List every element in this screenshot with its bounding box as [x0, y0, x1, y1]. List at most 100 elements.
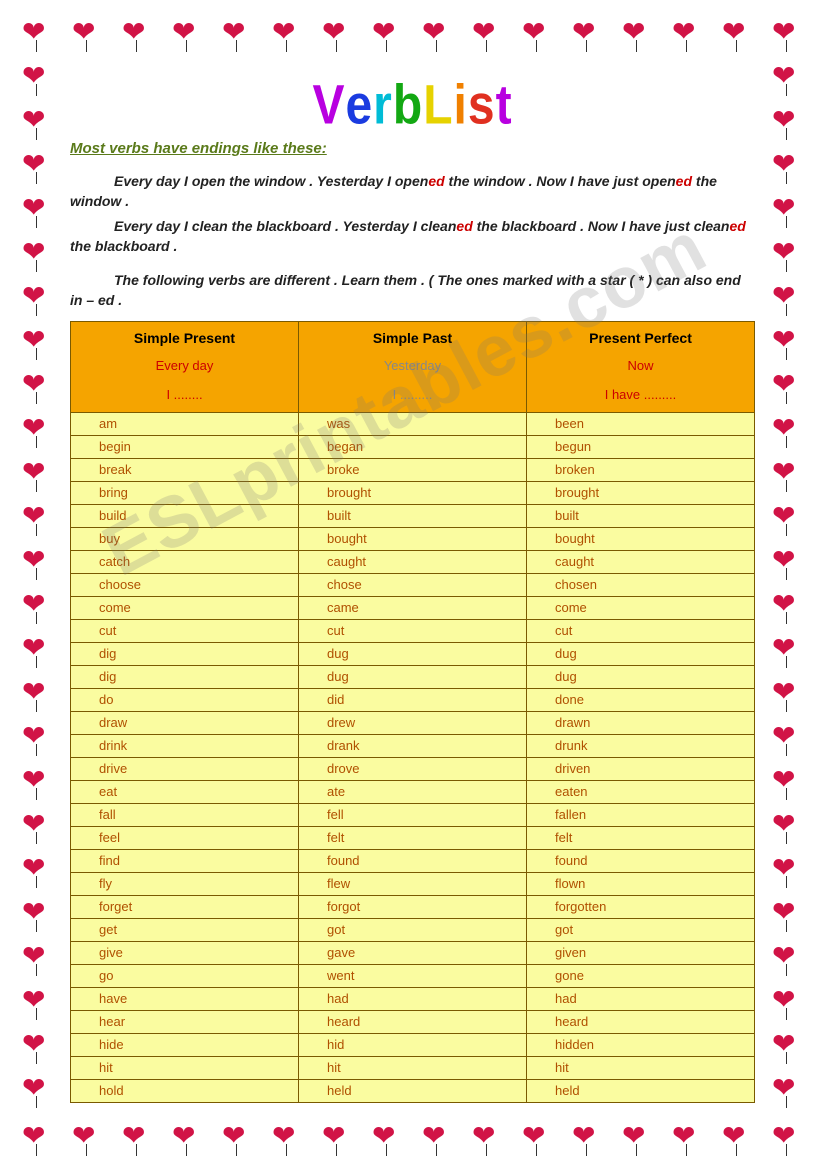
table-row: forgetforgotforgotten [71, 895, 755, 918]
table-row: fallfellfallen [71, 803, 755, 826]
table-row: digdugdug [71, 642, 755, 665]
table-cell: was [299, 412, 527, 435]
heart-icon [772, 458, 795, 486]
table-cell: had [527, 987, 755, 1010]
table-cell: hold [71, 1079, 299, 1102]
table-cell: drunk [527, 734, 755, 757]
heart-icon [772, 194, 795, 222]
heart-icon [22, 502, 45, 530]
table-row: drivedrovedriven [71, 757, 755, 780]
page-title: Verb List [70, 82, 755, 130]
heart-icon [672, 18, 695, 46]
table-cell: brought [299, 481, 527, 504]
table-cell: caught [527, 550, 755, 573]
table-cell: begun [527, 435, 755, 458]
table-cell: forgot [299, 895, 527, 918]
heart-icon [772, 986, 795, 1014]
table-cell: dug [527, 665, 755, 688]
heart-icon [772, 546, 795, 574]
heart-icon [772, 370, 795, 398]
heart-icon [22, 458, 45, 486]
table-cell: broken [527, 458, 755, 481]
heart-icon [772, 634, 795, 662]
table-cell: drawn [527, 711, 755, 734]
heart-icon [222, 1122, 245, 1150]
table-row: findfoundfound [71, 849, 755, 872]
table-row: choosechosechosen [71, 573, 755, 596]
table-cell: dug [527, 642, 755, 665]
table-cell: hit [527, 1056, 755, 1079]
table-cell: flown [527, 872, 755, 895]
heart-icon [772, 854, 795, 882]
table-cell: fall [71, 803, 299, 826]
table-cell: built [299, 504, 527, 527]
table-row: buyboughtbought [71, 527, 755, 550]
col-header-perfect: Present Perfect Now I have ......... [527, 321, 755, 412]
table-cell: bought [527, 527, 755, 550]
heart-icon [22, 986, 45, 1014]
table-cell: hide [71, 1033, 299, 1056]
instruction-paragraph: The following verbs are different . Lear… [70, 270, 755, 311]
table-cell: choose [71, 573, 299, 596]
heart-icon [772, 1074, 795, 1102]
heart-icon [72, 1122, 95, 1150]
heart-icon [22, 370, 45, 398]
table-row: amwasbeen [71, 412, 755, 435]
verb-table: Simple Present Every day I ........ Simp… [70, 321, 755, 1103]
heart-icon [22, 1074, 45, 1102]
heart-icon [772, 1122, 795, 1150]
table-cell: eat [71, 780, 299, 803]
heart-icon [22, 898, 45, 926]
heart-icon [622, 1122, 645, 1150]
heart-icon [472, 1122, 495, 1150]
table-cell: built [527, 504, 755, 527]
heart-icon [22, 546, 45, 574]
table-cell: found [527, 849, 755, 872]
table-cell: cut [71, 619, 299, 642]
table-cell: buy [71, 527, 299, 550]
heart-icon [22, 1030, 45, 1058]
table-cell: chose [299, 573, 527, 596]
table-cell: held [527, 1079, 755, 1102]
heart-icon [372, 1122, 395, 1150]
table-row: catchcaughtcaught [71, 550, 755, 573]
table-cell: heard [527, 1010, 755, 1033]
subtitle: Most verbs have endings like these: [70, 140, 755, 157]
table-row: buildbuiltbuilt [71, 504, 755, 527]
heart-icon [772, 590, 795, 618]
table-header-row: Simple Present Every day I ........ Simp… [71, 321, 755, 412]
table-cell: held [299, 1079, 527, 1102]
table-cell: fallen [527, 803, 755, 826]
table-cell: came [299, 596, 527, 619]
table-cell: given [527, 941, 755, 964]
heart-icon [772, 1030, 795, 1058]
table-cell: cut [299, 619, 527, 642]
heart-icon [772, 414, 795, 442]
table-cell: do [71, 688, 299, 711]
table-cell: gone [527, 964, 755, 987]
table-cell: flew [299, 872, 527, 895]
table-cell: am [71, 412, 299, 435]
table-cell: dig [71, 642, 299, 665]
table-cell: been [527, 412, 755, 435]
example-paragraph-1: Every day I open the window . Yesterday … [70, 171, 755, 212]
heart-icon [172, 1122, 195, 1150]
table-cell: cut [527, 619, 755, 642]
table-cell: drink [71, 734, 299, 757]
table-cell: forget [71, 895, 299, 918]
heart-icon [22, 18, 45, 46]
heart-icon [772, 106, 795, 134]
heart-icon [22, 590, 45, 618]
table-cell: catch [71, 550, 299, 573]
table-cell: got [527, 918, 755, 941]
table-cell: done [527, 688, 755, 711]
table-cell: had [299, 987, 527, 1010]
table-row: feelfeltfelt [71, 826, 755, 849]
table-row: cutcutcut [71, 619, 755, 642]
heart-icon [22, 414, 45, 442]
heart-icon [22, 766, 45, 794]
heart-icon [22, 326, 45, 354]
heart-icon [772, 18, 795, 46]
table-row: hearheardheard [71, 1010, 755, 1033]
heart-icon [622, 18, 645, 46]
